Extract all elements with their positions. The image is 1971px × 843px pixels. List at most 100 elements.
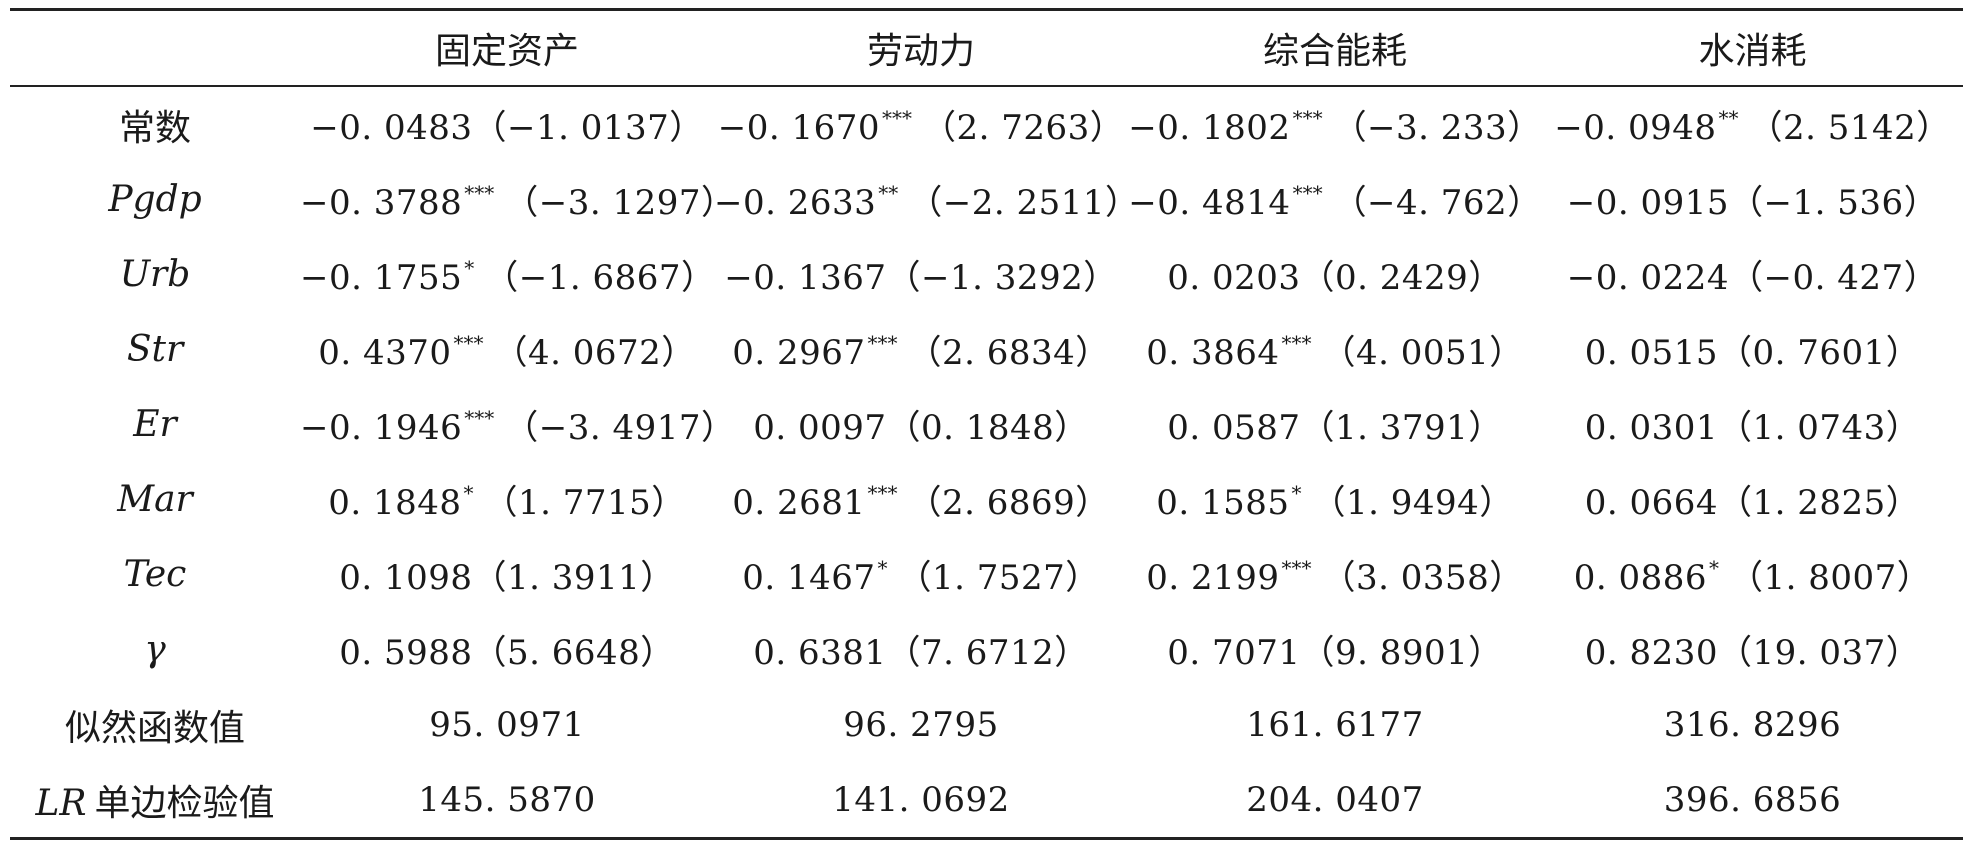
coefficient-value: 0. 2199 bbox=[1146, 558, 1280, 598]
table-cell: 0. 2199 *** （3. 0358） bbox=[1128, 537, 1542, 612]
table-cell: −0. 1755 * （−1. 6867） bbox=[300, 237, 715, 312]
t-statistic: （0. 1848） bbox=[886, 408, 1089, 448]
t-statistic: （1. 2825） bbox=[1718, 483, 1921, 523]
coefficient-value: −0. 0224 bbox=[1566, 258, 1730, 298]
table-row: Str 0. 4370 *** （4. 0672） 0. 2967 *** （2. 6834… bbox=[10, 312, 1963, 387]
row-label-prefix: LR bbox=[35, 782, 87, 824]
table-cell: −0. 1802 *** （−3. 233） bbox=[1128, 86, 1542, 162]
table-cell: −0. 0483（−1. 0137） bbox=[300, 86, 714, 162]
coefficient-value: −0. 2633 bbox=[714, 183, 877, 223]
t-statistic: （2. 5142） bbox=[1748, 108, 1951, 148]
coefficient-value: 0. 0203 bbox=[1167, 258, 1301, 298]
table-cell: 0. 0587（1. 3791） bbox=[1128, 387, 1542, 462]
row-label-text: Urb bbox=[119, 254, 191, 295]
regression-table: 固定资产 劳动力 综合能耗 水消耗 常数 −0. 0483（−1. 0137） −0… bbox=[10, 8, 1963, 840]
significance-stars: * bbox=[1709, 556, 1719, 580]
table-cell: 96. 2795 bbox=[714, 687, 1128, 762]
coefficient-value: −0. 4814 bbox=[1128, 183, 1291, 223]
row-label: LR 单边检验值 bbox=[10, 762, 300, 839]
significance-stars: *** bbox=[867, 331, 898, 355]
t-statistic: （1. 7715） bbox=[483, 483, 686, 523]
coefficient-value: 0. 2967 bbox=[732, 333, 866, 373]
table-row: LR 单边检验值 145. 5870 141. 0692 204. 0407 396. 6… bbox=[10, 762, 1963, 839]
t-statistic: （1. 8007） bbox=[1729, 558, 1932, 598]
t-statistic: （4. 0051） bbox=[1321, 333, 1524, 373]
table-cell: 141. 0692 bbox=[714, 762, 1128, 839]
table-cell: 0. 2681 *** （2. 6869） bbox=[714, 462, 1128, 537]
table-row: Urb −0. 1755 * （−1. 6867） −0. 1367（−1. 3292）… bbox=[10, 237, 1963, 312]
table-cell: 0. 8230（19. 037） bbox=[1542, 612, 1963, 687]
t-statistic: （−0. 427） bbox=[1729, 258, 1939, 298]
row-label-text: Pgdp bbox=[108, 179, 202, 220]
significance-stars: *** bbox=[867, 481, 898, 505]
table-cell: 0. 3864 *** （4. 0051） bbox=[1128, 312, 1542, 387]
table-cell: 0. 5988（5. 6648） bbox=[300, 612, 714, 687]
significance-stars: *** bbox=[1292, 106, 1323, 130]
table-cell: 95. 0971 bbox=[300, 687, 714, 762]
t-statistic: （−3. 4917） bbox=[504, 408, 736, 448]
coefficient-value: 145. 5870 bbox=[418, 779, 596, 820]
coefficient-value: 0. 0587 bbox=[1167, 408, 1301, 448]
table-body: 常数 −0. 0483（−1. 0137） −0. 1670 *** （2. 7263）… bbox=[10, 86, 1963, 839]
row-label-text: Mar bbox=[117, 479, 193, 520]
row-label-text: Er bbox=[133, 404, 177, 445]
row-label: Tec bbox=[10, 537, 300, 612]
coefficient-value: −0. 1670 bbox=[717, 108, 880, 148]
t-statistic: （2. 6834） bbox=[907, 333, 1110, 373]
t-statistic: （1. 3911） bbox=[472, 558, 675, 598]
coefficient-value: 96. 2795 bbox=[843, 704, 999, 745]
table-cell: −0. 3788 *** （−3. 1297） bbox=[300, 162, 735, 237]
coefficient-value: −0. 1946 bbox=[300, 408, 463, 448]
row-label: Pgdp bbox=[10, 162, 300, 237]
coefficient-value: 0. 2681 bbox=[732, 483, 866, 523]
significance-stars: *** bbox=[453, 331, 484, 355]
row-label: γ bbox=[10, 612, 300, 687]
table-cell: 316. 8296 bbox=[1542, 687, 1963, 762]
t-statistic: （−4. 762） bbox=[1332, 183, 1542, 223]
row-label: Er bbox=[10, 387, 300, 462]
table-cell: 0. 0203（0. 2429） bbox=[1128, 237, 1542, 312]
table-cell: −0. 1367（−1. 3292） bbox=[714, 237, 1128, 312]
row-label-text: Str bbox=[126, 329, 184, 370]
significance-stars: * bbox=[463, 481, 474, 505]
coefficient-value: 0. 1585 bbox=[1156, 483, 1290, 523]
table-row: γ 0. 5988（5. 6648） 0. 6381（7. 6712） 0. 7071… bbox=[10, 612, 1963, 687]
table-cell: 0. 0515（0. 7601） bbox=[1542, 312, 1963, 387]
significance-stars: *** bbox=[464, 406, 495, 430]
coefficient-value: −0. 1755 bbox=[300, 258, 463, 298]
coefficient-value: 0. 0097 bbox=[753, 408, 887, 448]
t-statistic: （4. 0672） bbox=[493, 333, 696, 373]
row-label-text: 单边检验值 bbox=[94, 782, 275, 824]
table-row: 常数 −0. 0483（−1. 0137） −0. 1670 *** （2. 7263）… bbox=[10, 86, 1963, 162]
t-statistic: （1. 7527） bbox=[897, 558, 1100, 598]
t-statistic: （5. 6648） bbox=[472, 633, 675, 673]
significance-stars: ** bbox=[1718, 106, 1739, 130]
table-cell: 0. 1098（1. 3911） bbox=[300, 537, 714, 612]
table-row: Mar 0. 1848 * （1. 7715） 0. 2681 *** （2. 6869） 0… bbox=[10, 462, 1963, 537]
t-statistic: （7. 6712） bbox=[886, 633, 1089, 673]
table-cell: 161. 6177 bbox=[1128, 687, 1542, 762]
significance-stars: * bbox=[464, 256, 475, 280]
table-cell: 0. 7071（9. 8901） bbox=[1128, 612, 1542, 687]
row-label-text: γ bbox=[144, 629, 166, 670]
coefficient-value: 95. 0971 bbox=[429, 704, 585, 745]
header-energy-consumption: 综合能耗 bbox=[1128, 9, 1542, 87]
table-cell: 0. 0097（0. 1848） bbox=[714, 387, 1128, 462]
t-statistic: （1. 0743） bbox=[1718, 408, 1921, 448]
coefficient-value: −0. 0948 bbox=[1554, 108, 1717, 148]
significance-stars: *** bbox=[1281, 331, 1312, 355]
coefficient-value: 0. 1467 bbox=[742, 558, 876, 598]
coefficient-value: 0. 1098 bbox=[339, 558, 473, 598]
table-cell: −0. 1670 *** （2. 7263） bbox=[714, 86, 1128, 162]
t-statistic: （−1. 536） bbox=[1729, 183, 1939, 223]
coefficient-value: 0. 6381 bbox=[753, 633, 887, 673]
t-statistic: （−1. 3292） bbox=[886, 258, 1118, 298]
coefficient-value: −0. 3788 bbox=[300, 183, 463, 223]
row-label: 似然函数值 bbox=[10, 687, 300, 762]
table-cell: 0. 2967 *** （2. 6834） bbox=[714, 312, 1128, 387]
row-label: Urb bbox=[10, 237, 300, 312]
header-row: 固定资产 劳动力 综合能耗 水消耗 bbox=[10, 9, 1963, 87]
table-cell: 0. 4370 *** （4. 0672） bbox=[300, 312, 714, 387]
regression-table-container: 固定资产 劳动力 综合能耗 水消耗 常数 −0. 0483（−1. 0137） −0… bbox=[10, 8, 1963, 840]
coefficient-value: 0. 0664 bbox=[1584, 483, 1718, 523]
